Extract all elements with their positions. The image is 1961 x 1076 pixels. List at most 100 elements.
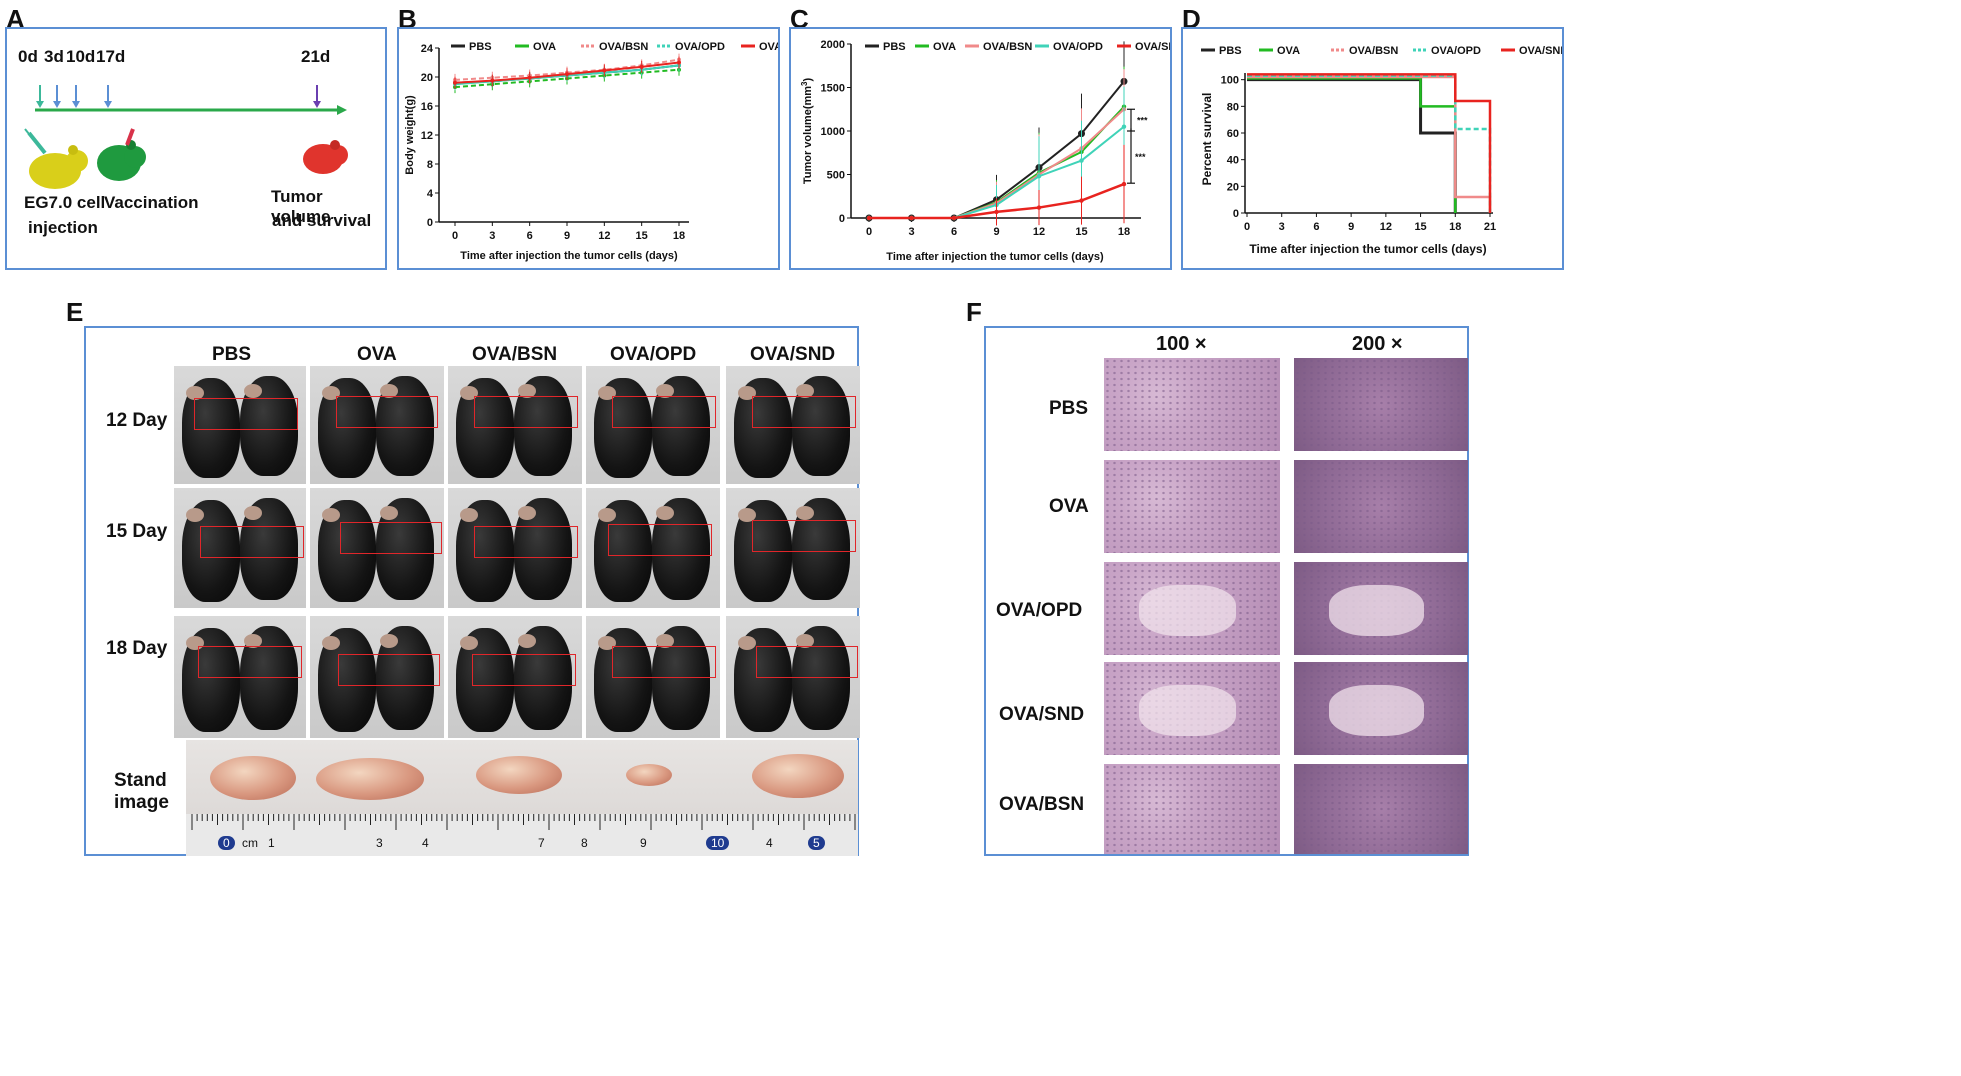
x-tick-label-0: 0 [866, 226, 872, 238]
tumor-ova-opd [626, 764, 672, 786]
ruler-number-9: 4 [766, 836, 773, 850]
mouse-photo-r2-c2 [310, 488, 444, 608]
legend-label-ova-bsn: OVA/BSN [1349, 45, 1398, 57]
mouse-ear [380, 634, 398, 648]
x-tick-label-9: 9 [564, 230, 570, 242]
x-tick-label-6: 6 [1313, 221, 1319, 233]
y-tick-label-4: 4 [427, 188, 434, 200]
day-label-0: 0d [18, 47, 38, 66]
day-arrowhead-3 [53, 101, 61, 108]
tumor-highlight-box [474, 526, 578, 558]
legend-label-ova-bsn: OVA/BSN [599, 41, 648, 53]
tumor-highlight-box [756, 646, 858, 678]
green-mouse-icon [97, 128, 146, 181]
day-arrowhead-17 [104, 101, 112, 108]
e-stand-line2: image [114, 792, 169, 813]
mouse-ear [460, 386, 478, 400]
data-point-ova-snd-3 [490, 78, 495, 83]
f-col-100x: 100 × [1156, 333, 1207, 355]
y-tick-label-60: 60 [1227, 128, 1239, 140]
mouse-ear [380, 506, 398, 520]
tumor-label-line2: and survival [272, 211, 372, 230]
red-mouse-icon [303, 140, 348, 174]
injection-label-line2: injection [28, 218, 98, 237]
data-point-ova-snd-6 [527, 75, 532, 80]
mouse-photo-r1-c3 [448, 366, 582, 484]
tumor-highlight-box [340, 522, 442, 554]
e-col-ova: OVA [357, 344, 397, 365]
sig-annotation-2: *** [1135, 152, 1146, 162]
data-point-ova-snd-3 [909, 215, 914, 221]
timeline-svg [24, 85, 348, 189]
tumor-highlight-box [198, 646, 302, 678]
x-tick-label-18: 18 [1118, 226, 1130, 238]
data-point-ova-snd-18 [1121, 181, 1127, 187]
y-axis-label: Body weight(g) [404, 95, 416, 175]
mouse-photo-r1-c2 [310, 366, 444, 484]
tumor-highlight-box [194, 398, 298, 430]
legend-label-ova-bsn: OVA/BSN [983, 41, 1032, 53]
y-tick-label-100: 100 [1221, 75, 1239, 87]
y-axis-label: Tumor volume(mm3) [800, 78, 815, 185]
legend-label-ova-snd: OVA/SND [1135, 41, 1170, 53]
x-axis-label: Time after injection the tumor cells (da… [1249, 242, 1486, 256]
day-label-3: 3d [44, 47, 64, 66]
y-axis-label: Percent survival [1200, 93, 1214, 186]
x-tick-label-6: 6 [951, 226, 957, 238]
timeline-arrowhead [337, 105, 347, 115]
ruler-number-3: 3 [376, 836, 383, 850]
mouse-ear [244, 634, 262, 648]
ruler-number-2: 1 [268, 836, 275, 850]
mouse-photo-r3-c3 [448, 616, 582, 738]
y-tick-label-1000: 1000 [821, 126, 845, 138]
tumor-ova [316, 758, 424, 800]
data-point-ova-snd-12 [1036, 205, 1042, 210]
e-row-15-day: 15 Day [106, 521, 168, 542]
panel-letter-e: E [66, 297, 84, 327]
y-tick-label-80: 80 [1227, 101, 1239, 113]
mouse-photo-r2-c5 [726, 488, 860, 608]
survival-line-ova-opd [1247, 74, 1492, 213]
tumor-highlight-box [336, 396, 438, 428]
injection-label-line1: EG7.0 cell [24, 193, 106, 212]
body-weight-chart: 0 4 8 12 16 20 24 0 3 6 9 12 15 18 Time after injectio… [404, 41, 778, 262]
y-tick-label-0: 0 [1233, 208, 1239, 220]
mouse-photo-r1-c5 [726, 366, 860, 484]
survival-chart: 0 20 40 60 80 100 0 3 6 9 12 15 18 21 Time after injec… [1200, 45, 1562, 256]
histo-ova-snd-200x [1294, 662, 1468, 755]
mouse-ear [656, 384, 674, 398]
tumor-ova-bsn [476, 756, 562, 794]
tumor-ova-snd [752, 754, 844, 798]
survival-line-ova-bsn [1247, 75, 1492, 213]
mouse-ear [656, 634, 674, 648]
mouse-photo-r1-c1 [174, 366, 306, 484]
data-point-ova-opd-18 [1121, 124, 1127, 129]
legend-label-ova-snd: OVA/SND [1519, 45, 1562, 57]
x-tick-label-12: 12 [1033, 226, 1045, 238]
y-tick-label-24: 24 [421, 43, 434, 55]
x-tick-label-9: 9 [1348, 221, 1354, 233]
legend-label-pbs: PBS [883, 41, 906, 53]
mouse-ear [244, 384, 262, 398]
mouse-ear [244, 506, 262, 520]
mouse-ear [598, 508, 616, 522]
f-col-200x: 200 × [1352, 333, 1403, 355]
histo-pbs-200x [1294, 358, 1468, 451]
mouse-photo-r3-c5 [726, 616, 860, 738]
vaccination-label: Vaccination [104, 193, 199, 212]
mouse-ear [656, 506, 674, 520]
tumor-highlight-box [472, 654, 576, 686]
x-tick-label-18: 18 [673, 230, 685, 242]
day-label-17: 17d [96, 47, 126, 66]
y-tick-label-500: 500 [827, 170, 845, 182]
mouse-ear [322, 386, 340, 400]
mouse-ear [322, 508, 340, 522]
mouse-ear [796, 384, 814, 398]
x-tick-label-0: 0 [452, 230, 458, 242]
stand-image-strip: 0cm13478910456 [186, 740, 858, 856]
tumor-highlight-box [612, 396, 716, 428]
day-label-21: 21d [301, 47, 331, 66]
data-point-ova-snd-12 [602, 68, 607, 73]
histo-ova-snd-100x [1104, 662, 1280, 755]
x-tick-label-9: 9 [993, 226, 999, 238]
